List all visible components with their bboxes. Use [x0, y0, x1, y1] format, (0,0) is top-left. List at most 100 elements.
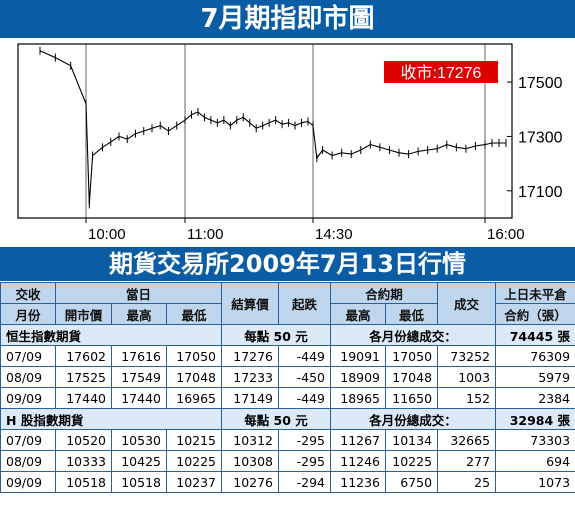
table-cell: 10134: [385, 429, 439, 451]
section-unit: 每點 50 元: [221, 324, 332, 346]
table-cell: 16965: [165, 387, 223, 409]
section-total-label: 各月份總成交：: [330, 324, 497, 346]
table-cell: 11650: [385, 387, 439, 409]
section-name: H 股指數期貨: [0, 408, 223, 430]
table-cell: 17048: [385, 366, 439, 388]
x-tick-label: 10:00: [88, 226, 126, 243]
table-cell: 09/09: [0, 471, 56, 493]
chart-title: 7月期指即市圖: [0, 0, 575, 38]
table-cell: 2384: [495, 387, 575, 409]
table-cell: 17440: [55, 387, 112, 409]
table-cell: 10215: [165, 429, 223, 451]
table-cell: 73303: [495, 429, 575, 451]
table-cell: 10225: [385, 450, 439, 472]
table-cell: 10518: [111, 471, 167, 493]
table-cell: -449: [278, 345, 332, 367]
table-cell: 09/09: [0, 387, 56, 409]
section-row: 恒生指數期貨 每點 50 元各月份總成交： 74445 張: [0, 324, 575, 346]
table-cell: 5979: [495, 366, 575, 388]
table-cell: -294: [278, 471, 332, 493]
table-cell: 6750: [385, 471, 439, 493]
section-total: 74445 張: [495, 324, 575, 346]
table-cell: 10520: [55, 429, 112, 451]
table-cell: 10518: [55, 471, 112, 493]
table-cell: 17048: [165, 366, 223, 388]
table-cell: 76309: [495, 345, 575, 367]
table-cell: 11236: [330, 471, 387, 493]
header-open: 開市價: [55, 303, 112, 325]
section-total-label: 各月份總成交：: [330, 408, 497, 430]
table-cell: -450: [278, 366, 332, 388]
section-unit: 每點 50 元: [221, 408, 332, 430]
table-cell: -449: [278, 387, 332, 409]
header-contract-high: 最高: [330, 303, 387, 325]
table-cell: 17149: [221, 387, 280, 409]
header-low: 最低: [165, 303, 223, 325]
table-cell: 10312: [221, 429, 280, 451]
table-cell: 1073: [495, 471, 575, 493]
table-cell: 17440: [111, 387, 167, 409]
table-cell: 07/09: [0, 429, 56, 451]
table-cell: 10425: [111, 450, 167, 472]
table-cell: 17276: [221, 345, 280, 367]
section-row: H 股指數期貨 每點 50 元各月份總成交： 32984 張: [0, 408, 575, 430]
section-total: 32984 張: [495, 408, 575, 430]
header-month: 交收: [0, 282, 56, 304]
table-cell: 32665: [437, 429, 497, 451]
table-cell: 08/09: [0, 450, 56, 472]
table-cell: 152: [437, 387, 497, 409]
table-cell: 694: [495, 450, 575, 472]
table-row: 07/09 17602 17616 17050 17276 -449 19091 17050 7…: [0, 345, 575, 367]
table-row: 08/09 17525 17549 17048 17233 -450 18909 17048 1…: [0, 366, 575, 388]
table-title: 期貨交易所2009年7月13日行情: [0, 247, 575, 281]
x-axis: 10:00 11:00 14:30 16:00: [88, 226, 525, 243]
x-tick-label: 16:00: [487, 226, 525, 243]
table-cell: 73252: [437, 345, 497, 367]
table-cell: -295: [278, 450, 332, 472]
table-cell: 10225: [165, 450, 223, 472]
header-contract: 合約期: [330, 282, 439, 304]
header-month-2: 月份: [0, 303, 56, 325]
section-name: 恒生指數期貨: [0, 324, 223, 346]
header-today: 當日: [54, 282, 223, 304]
table-cell: 07/09: [0, 345, 56, 367]
table-cell: 17525: [55, 366, 112, 388]
x-tick-label: 11:00: [187, 226, 223, 243]
close-label-box: 收市:17276: [384, 61, 498, 83]
table-cell: 19091: [330, 345, 387, 367]
table-cell: 277: [437, 450, 497, 472]
price-series: [39, 46, 507, 209]
x-tick-label: 14:30: [315, 226, 353, 243]
table-cell: 11267: [330, 429, 387, 451]
header-settle: 結算價: [221, 282, 280, 325]
table-cell: 17233: [221, 366, 280, 388]
table-cell: 1003: [437, 366, 497, 388]
table-cell: 25: [437, 471, 497, 493]
table-header-row: 交收 當日 結算價 起跌 合約期 成交 上日未平倉: [0, 282, 575, 325]
table-cell: 11246: [330, 450, 387, 472]
table-cell: 18909: [330, 366, 387, 388]
header-oi-2: 合約（張）: [495, 303, 575, 325]
header-oi: 上日未平倉: [495, 282, 575, 304]
table-cell: 17602: [55, 345, 112, 367]
table-row: 09/09 10518 10518 10237 10276 -294 11236 6750 25…: [0, 471, 575, 493]
y-tick-label: 17500: [518, 75, 563, 92]
y-tick-label: 17100: [518, 184, 563, 201]
table-cell: 17050: [165, 345, 223, 367]
table-cell: 10333: [55, 450, 112, 472]
y-tick-label: 17300: [518, 129, 563, 146]
table-row: 07/09 10520 10530 10215 10312 -295 11267 10134 3…: [0, 429, 575, 451]
table-cell: 17549: [111, 366, 167, 388]
table-cell: 10237: [165, 471, 223, 493]
header-contract-low: 最低: [385, 303, 439, 325]
table-cell: 10276: [221, 471, 280, 493]
header-change: 起跌: [278, 282, 332, 325]
header-high: 最高: [111, 303, 167, 325]
table-cell: -295: [278, 429, 332, 451]
table-row: 09/09 17440 17440 16965 17149 -449 18965 11650 1…: [0, 387, 575, 409]
intraday-chart: 17500 17300 17100 10:00 11:00 14:30 16:00 收市:…: [0, 38, 575, 246]
table-cell: 10530: [111, 429, 167, 451]
header-volume: 成交: [437, 282, 497, 325]
y-axis: 17500 17300 17100: [507, 75, 563, 201]
grid: [85, 44, 486, 223]
